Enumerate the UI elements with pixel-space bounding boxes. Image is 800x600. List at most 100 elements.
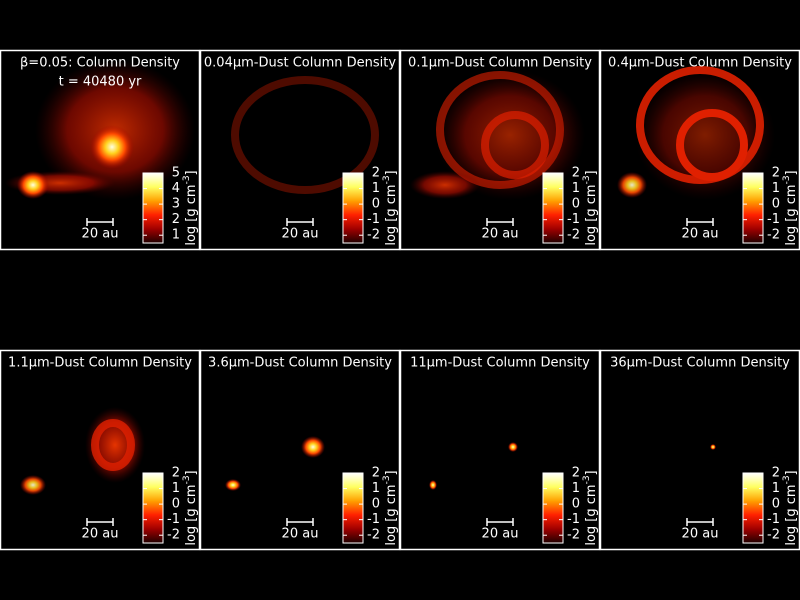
colorbar-label-exponent: -3 <box>382 475 392 484</box>
colorbar-tick-label: -1 <box>367 212 380 227</box>
colorbar-tick-label: 2 <box>172 466 180 481</box>
density-structure <box>90 125 134 169</box>
scale-bar <box>86 218 114 226</box>
panel-background <box>200 50 400 250</box>
colorbar-label-unit: log [g cm <box>184 484 199 545</box>
colorbar-tick-label: 1 <box>172 228 180 243</box>
colorbar-tick-label: 0 <box>572 197 580 212</box>
colorbar-label-end: ] <box>184 170 199 175</box>
panel-title: 1.1μm-Dust Column Density <box>8 356 192 371</box>
colorbar-tick-label: -2 <box>567 528 580 543</box>
colorbar-tick-label: 1 <box>772 481 780 496</box>
scale-label: 20 au <box>282 227 319 242</box>
colorbar-tick-label: -1 <box>567 512 580 527</box>
colorbar-label: log [g cm-3] <box>782 170 799 245</box>
colorbar-label-exponent: -3 <box>182 475 192 484</box>
colorbar-tick-label: 2 <box>372 166 380 181</box>
colorbar-label-unit: log [g cm <box>184 184 199 245</box>
colorbar-tick-label: -1 <box>767 512 780 527</box>
panel-frame <box>199 349 401 551</box>
scale-bar <box>686 518 714 526</box>
colorbar-tick-label: -2 <box>167 528 180 543</box>
colorbar-tick-label: 2 <box>772 466 780 481</box>
scale-bar <box>486 218 514 226</box>
density-structure <box>436 71 564 189</box>
colorbar-tick-label: 0 <box>372 497 380 512</box>
panel-background <box>600 350 800 550</box>
colorbar-tick-label: 0 <box>772 197 780 212</box>
colorbar-tick-label: 1 <box>372 481 380 496</box>
colorbar-label: log [g cm-3] <box>182 470 199 545</box>
colorbar-tick-label: 2 <box>572 466 580 481</box>
time-label: t = 40480 yr <box>59 75 142 90</box>
density-structure <box>91 419 135 471</box>
colorbar-label-unit: log [g cm <box>584 184 599 245</box>
colorbar-label-end: ] <box>384 170 399 175</box>
density-structure <box>636 66 764 184</box>
density-structure <box>410 171 480 199</box>
colorbar-label-end: ] <box>784 170 799 175</box>
panel-frame <box>0 49 201 251</box>
colorbar-label-exponent: -3 <box>782 175 792 184</box>
colorbar-tick-label: -1 <box>767 212 780 227</box>
colorbar-tick-label: -2 <box>767 228 780 243</box>
colorbar-label: log [g cm-3] <box>582 170 599 245</box>
scale-label: 20 au <box>82 527 119 542</box>
scale-label: 20 au <box>482 527 519 542</box>
panel-background <box>200 350 400 550</box>
panel-title: 0.1μm-Dust Column Density <box>408 56 592 71</box>
density-structure <box>225 479 241 491</box>
colorbar-tick-label: -1 <box>567 212 580 227</box>
colorbar <box>142 172 164 244</box>
panel-title: β=0.05: Column Density <box>20 56 180 71</box>
density-structure <box>17 171 49 199</box>
colorbar <box>542 472 564 544</box>
colorbar <box>342 172 364 244</box>
colorbar-label: log [g cm-3] <box>782 470 799 545</box>
colorbar-label-unit: log [g cm <box>384 484 399 545</box>
density-structure <box>301 436 325 458</box>
scale-bar <box>86 518 114 526</box>
colorbar-label-unit: log [g cm <box>784 484 799 545</box>
colorbar-tick-label: 2 <box>772 166 780 181</box>
panel-title: 11μm-Dust Column Density <box>410 356 590 371</box>
panel-title: 0.4μm-Dust Column Density <box>608 56 792 71</box>
panel: β=0.05: Column Density t = 40480 yr 20 au 1… <box>0 49 201 251</box>
colorbar-tick-label: 1 <box>572 181 580 196</box>
colorbar-tick-label: 2 <box>372 466 380 481</box>
colorbar-tick-label: 4 <box>172 181 180 196</box>
panel-frame <box>0 349 201 551</box>
colorbar-tick-label: -2 <box>567 228 580 243</box>
scale-label: 20 au <box>482 227 519 242</box>
colorbar-label-end: ] <box>384 470 399 475</box>
panel-background <box>400 350 600 550</box>
colorbar-tick-label: 0 <box>172 497 180 512</box>
colorbar-tick-label: 0 <box>772 497 780 512</box>
colorbar-tick-label: -2 <box>367 528 380 543</box>
density-structure <box>429 480 437 490</box>
colorbar-label-unit: log [g cm <box>784 184 799 245</box>
colorbar-label-exponent: -3 <box>182 175 192 184</box>
panel-frame <box>399 349 601 551</box>
scale-bar <box>286 218 314 226</box>
colorbar-tick-label: 1 <box>372 181 380 196</box>
colorbar-label-exponent: -3 <box>582 475 592 484</box>
scale-bar <box>686 218 714 226</box>
colorbar-tick-label: -1 <box>167 512 180 527</box>
density-structure <box>20 475 46 495</box>
panel-title: 3.6μm-Dust Column Density <box>208 356 392 371</box>
panel-frame <box>199 49 401 251</box>
colorbar-label: log [g cm-3] <box>382 170 399 245</box>
colorbar <box>542 172 564 244</box>
density-structure <box>481 111 549 179</box>
colorbar-label-exponent: -3 <box>782 475 792 484</box>
colorbar-tick-label: 1 <box>772 181 780 196</box>
colorbar-label-unit: log [g cm <box>584 484 599 545</box>
colorbar-tick-label: 5 <box>172 166 180 181</box>
